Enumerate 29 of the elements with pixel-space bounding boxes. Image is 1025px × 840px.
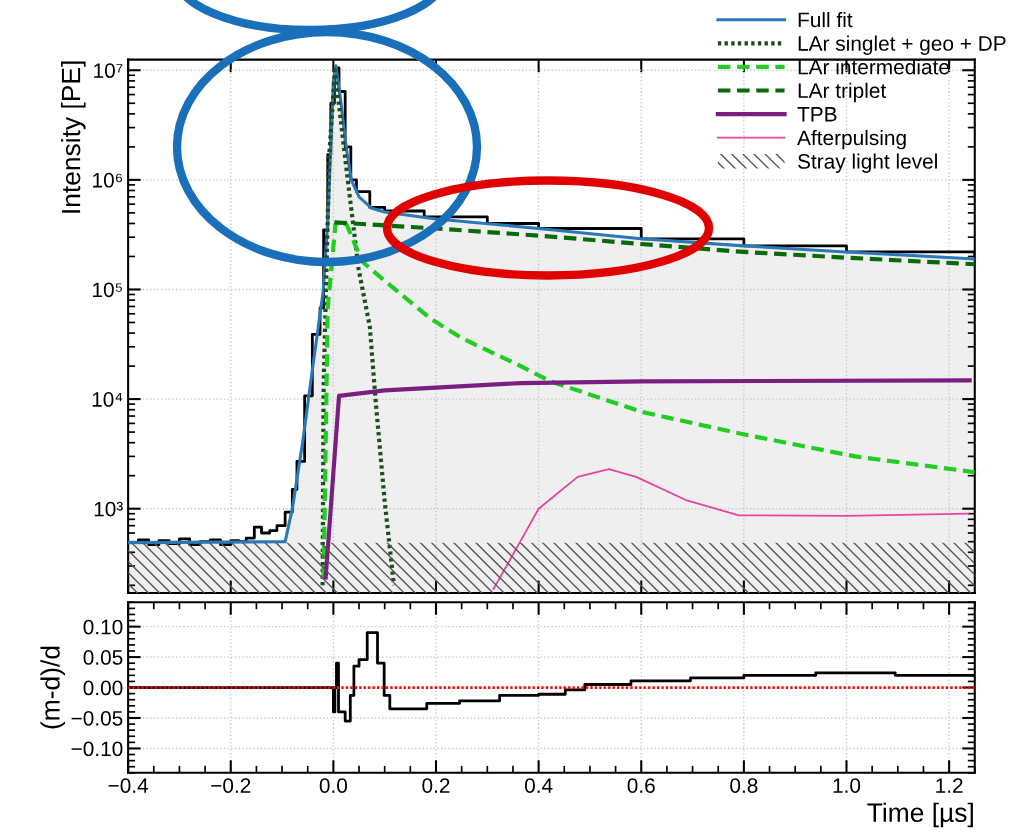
line-series	[332, 220, 975, 267]
y-tick-label: 10⁵	[93, 282, 122, 298]
x-tick-label: 0.0	[319, 778, 348, 793]
y-tick-label: 10⁷	[94, 63, 123, 79]
x-axis-title: Time [µs]	[867, 802, 973, 828]
x-tick-label: 1.0	[833, 778, 861, 793]
y-tick-label: 0.10	[83, 619, 123, 635]
legend-label: LAr singlet + geo + DP	[798, 35, 1006, 55]
y-tick-label: 0.05	[83, 650, 123, 665]
x-tick-label: −0.2	[211, 778, 251, 793]
y-tick-label: 10⁴	[92, 392, 123, 407]
legend-label: Afterpulsing	[797, 129, 906, 150]
x-tick-label: 1.2	[936, 778, 963, 793]
y-tick-label: −0.10	[71, 741, 123, 757]
y-axis-title: Intensity [PE]	[60, 61, 86, 213]
x-tick-label: −0.4	[108, 778, 149, 793]
y-tick-label: −0.05	[71, 710, 123, 726]
legend-label: TPB	[797, 107, 837, 122]
y-axis-title: (m-d)/d	[40, 646, 65, 729]
y-tick-label: 10³	[94, 501, 123, 517]
y-tick-label: 10⁶	[93, 172, 123, 188]
y-tick-label: 0.00	[83, 680, 123, 696]
legend-label: Stray light level	[798, 153, 937, 173]
x-tick-label: 0.4	[524, 778, 553, 793]
x-tick-label: 0.6	[627, 778, 655, 793]
legend-label: LAr triplet	[798, 82, 887, 103]
x-tick-label: 0.2	[422, 778, 450, 793]
legend-label: Full fit	[798, 11, 853, 28]
x-tick-label: 0.8	[730, 778, 758, 793]
